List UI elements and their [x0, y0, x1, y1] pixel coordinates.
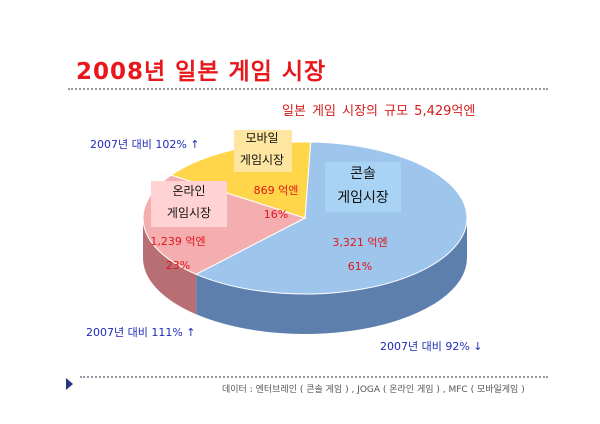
- title-divider: [68, 88, 548, 90]
- slice-1-name-line-1: 게임시장: [167, 206, 211, 220]
- pie-side-walls: [143, 218, 467, 334]
- slice-0-value-label: 3,321 억엔: [332, 236, 387, 249]
- online-yoy-note: 2007년 대비 111% ↑: [86, 326, 196, 339]
- slice-0-name-line-0: 콘솔: [350, 166, 376, 182]
- console-yoy-note: 2007년 대비 92% ↓: [380, 340, 483, 353]
- slice-0-name-line-1: 게임시장: [337, 190, 389, 206]
- slice-1-name-line-0: 온라인: [172, 184, 205, 198]
- footer-arrow-icon: [66, 378, 73, 390]
- footer-divider: [80, 376, 548, 378]
- pie-slice-side-0: [196, 218, 467, 334]
- online-label-highlight: [151, 181, 227, 227]
- slice-1-value-label: 1,239 억엔: [150, 235, 205, 248]
- data-source-footer: 데이터 : 엔터브레인 ( 콘솔 게임 ) , JOGA ( 온라인 게임 ) …: [222, 385, 525, 395]
- slice-1-percent-label: 23%: [166, 259, 190, 272]
- slice-2-percent-label: 16%: [264, 208, 288, 221]
- slice-2-value-label: 869 억엔: [254, 184, 299, 197]
- market-size-subtitle: 일본 게임 시장의 규모 5,429억엔: [282, 104, 476, 119]
- slice-0-percent-label: 61%: [348, 260, 372, 273]
- mobile-yoy-note: 2007년 대비 102% ↑: [90, 138, 200, 151]
- pie-slice-side-1: [143, 218, 197, 315]
- slice-2-name-line-0: 모바일: [245, 131, 278, 145]
- console-label-highlight: [325, 162, 401, 212]
- slice-2-name-line-1: 게임시장: [240, 153, 284, 167]
- page-title: 2008년 일본 게임 시장: [76, 59, 327, 85]
- mobile-label-highlight: [234, 130, 292, 172]
